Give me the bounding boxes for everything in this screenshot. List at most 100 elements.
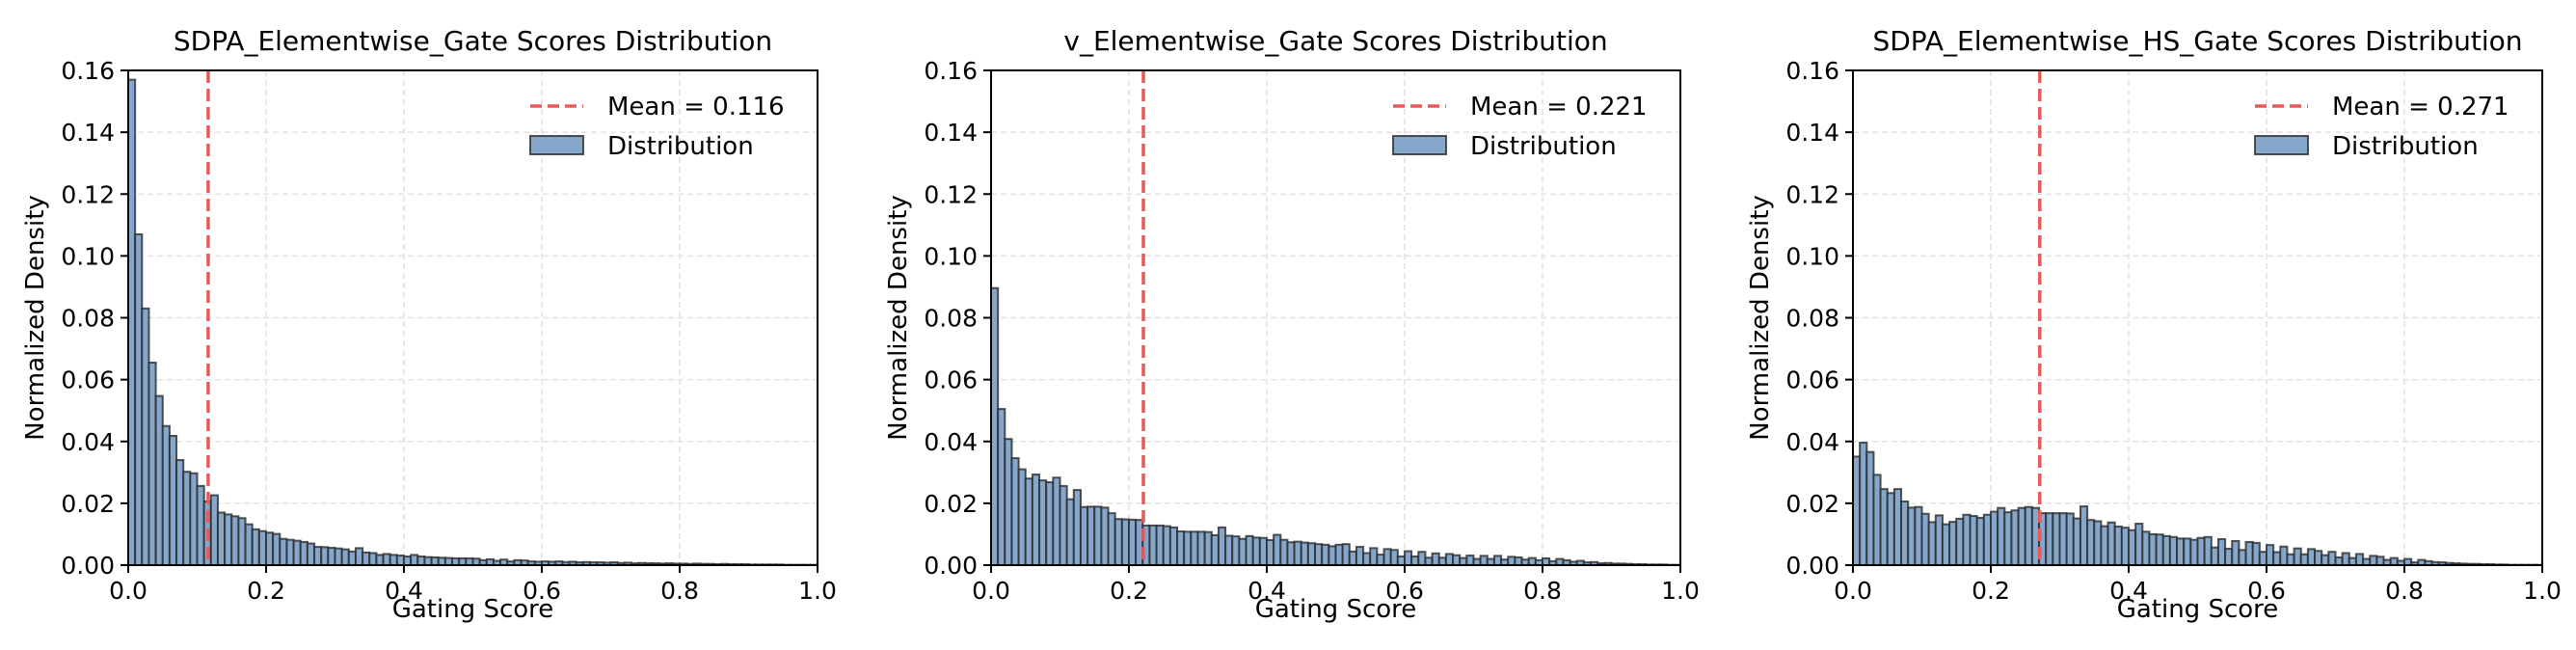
histogram-bar [1245, 534, 1254, 567]
histogram-bar [1879, 488, 1889, 566]
legend: Mean = 0.271 Distribution [2254, 93, 2509, 161]
histogram-bar [299, 540, 309, 566]
y-tick-label: 0.06 [924, 366, 978, 394]
histogram-bar [1120, 518, 1130, 566]
histogram-bar [443, 556, 454, 566]
histogram-bar [1382, 548, 1392, 567]
histogram-bar [1162, 525, 1171, 567]
y-tick-label: 0.10 [61, 242, 115, 270]
histogram-bar [168, 434, 178, 567]
histogram-bar [2341, 552, 2350, 566]
histogram-bar [244, 523, 254, 566]
histogram-bar [1355, 546, 1365, 567]
histogram-bar [2231, 539, 2241, 567]
histogram-bar [1100, 506, 1110, 567]
histogram-bar [354, 547, 364, 566]
histogram-bar [2086, 519, 2096, 566]
y-tick-label: 0.10 [924, 242, 978, 270]
histogram-bar [196, 484, 205, 567]
histogram-bar [2321, 554, 2330, 566]
histogram-bar [320, 546, 330, 566]
histogram-bar [2196, 536, 2206, 566]
y-axis-label: Normalized Density [1746, 195, 1775, 441]
x-tick-label: 1.0 [2523, 577, 2562, 605]
histogram-bar [2189, 538, 2199, 566]
histogram-bar [2065, 512, 2075, 567]
histogram-bar [1286, 541, 1296, 566]
x-tick-label: 0.0 [972, 577, 1010, 605]
x-tick-label: 0.2 [1110, 577, 1148, 605]
y-tick-label: 0.00 [924, 552, 978, 580]
histogram-bar [451, 556, 461, 566]
legend-distribution-swatch [1392, 135, 1447, 155]
histogram-bar [2128, 528, 2137, 566]
histogram-bar [1431, 552, 1440, 566]
x-tick-label: 0.6 [2247, 577, 2286, 605]
x-tick-label: 1.0 [798, 577, 837, 605]
histogram-bar [189, 472, 199, 567]
histogram-bar [2072, 517, 2081, 567]
histogram-bar [1527, 556, 1537, 566]
histogram-bar [997, 408, 1006, 566]
histogram-bar [1266, 539, 1275, 566]
histogram-bar [1465, 555, 1475, 566]
histogram-bar [154, 394, 164, 567]
y-tick-label: 0.12 [924, 180, 978, 208]
y-tick-label: 0.04 [61, 428, 115, 456]
histogram-bar [1892, 488, 1903, 566]
y-tick-label: 0.02 [61, 490, 115, 518]
chart-panel-2: 0.0 0.2 0.4 0.6 0.8 1.0 0.00 0.02 0.04 0.06 0.08 0.… [884, 25, 1700, 624]
histogram-bar [458, 556, 468, 566]
histogram-bar [1872, 474, 1882, 566]
histogram-bar [2354, 553, 2365, 567]
histogram-bar [2293, 547, 2302, 567]
histogram-bar [1203, 530, 1213, 566]
histogram-bar [272, 532, 282, 567]
histogram-bar [148, 361, 157, 566]
histogram-bar [2244, 540, 2254, 566]
histogram-bar [2369, 555, 2378, 566]
histogram-bar [2161, 534, 2171, 567]
x-tick-label: 0.6 [1385, 577, 1424, 605]
x-tick-label: 0.0 [109, 577, 148, 605]
histogram-bar [1362, 552, 1372, 566]
histogram-bar [1459, 556, 1468, 566]
histogram-bar [1927, 521, 1937, 566]
histogram-bar [2238, 549, 2247, 566]
histogram-bar [265, 531, 275, 566]
histogram-bar [1258, 536, 1268, 566]
y-tick-label: 0.10 [1785, 242, 1839, 270]
histogram-bar [2286, 553, 2295, 567]
histogram-bar [2210, 546, 2219, 566]
histogram-bar [2155, 533, 2164, 566]
histogram-bar [1376, 554, 1385, 567]
histogram-bar [471, 557, 481, 566]
histogram-bar [395, 555, 406, 566]
histogram-bar [1087, 505, 1096, 566]
histogram-bar [2306, 548, 2317, 567]
histogram-bar [1507, 555, 1516, 567]
histogram-bar [375, 554, 385, 566]
histogram-bar [1010, 457, 1020, 566]
histogram-bar [292, 539, 302, 567]
histogram-bar [1396, 555, 1406, 567]
x-tick-label: 0.4 [385, 577, 423, 605]
histogram-bar [1004, 438, 1013, 566]
histogram-bar [1975, 516, 1985, 567]
histogram-bar [2045, 512, 2054, 567]
legend-distribution-label: Distribution [1470, 132, 1617, 161]
histogram-bar [1052, 476, 1061, 566]
histogram-bar [2079, 505, 2089, 566]
histogram-bar [134, 232, 144, 566]
histogram-bar [465, 556, 474, 566]
histogram-bar [1982, 513, 1993, 566]
histogram-bar [1865, 450, 1875, 566]
histogram-bar [2168, 535, 2179, 566]
histogram-bar [1107, 512, 1116, 567]
y-axis-label: Normalized Density [884, 195, 913, 441]
y-tick-label: 0.12 [1785, 180, 1839, 208]
histogram-bar [161, 424, 171, 566]
histogram-bar [2314, 550, 2323, 566]
legend-distribution-swatch [2254, 135, 2309, 155]
y-tick-label: 0.08 [1785, 305, 1839, 333]
